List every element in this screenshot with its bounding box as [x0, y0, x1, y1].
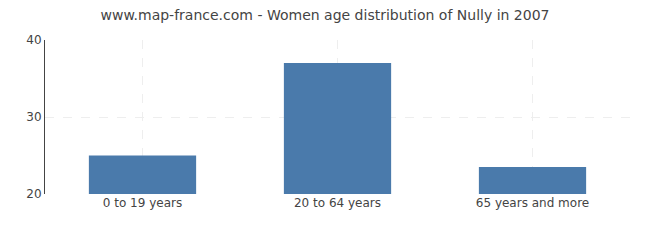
svg-text:20 to 64 years: 20 to 64 years: [294, 196, 381, 210]
svg-text:20: 20: [26, 187, 41, 201]
svg-text:www.map-france.com - Women age: www.map-france.com - Women age distribut…: [101, 7, 550, 23]
svg-text:0 to 19 years: 0 to 19 years: [103, 196, 182, 210]
svg-text:65 years and more: 65 years and more: [476, 196, 589, 210]
svg-text:40: 40: [26, 33, 41, 47]
svg-text:30: 30: [26, 110, 41, 124]
